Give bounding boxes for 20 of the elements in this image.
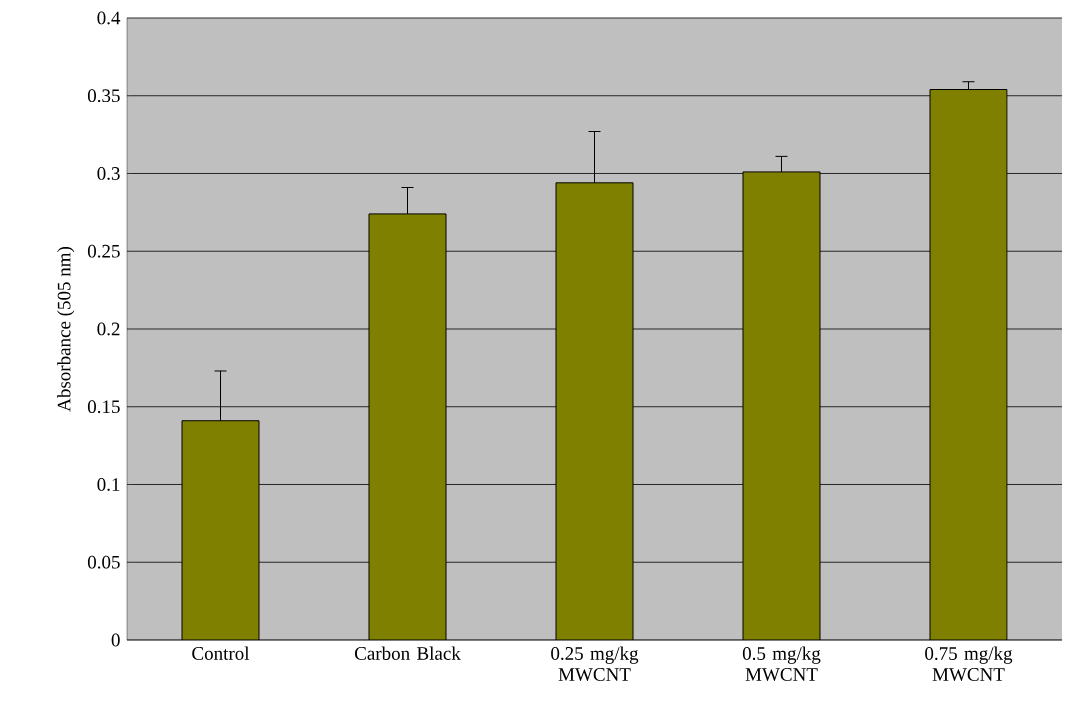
y-axis-title: Absorbance (505 nm) [57, 247, 75, 412]
y-tick-label: 0 [111, 633, 120, 647]
y-tick-label: 0.05 [87, 555, 120, 569]
y-tick-label: 0.2 [97, 322, 120, 336]
y-tick-label: 0.3 [97, 167, 120, 180]
bar [181, 420, 260, 640]
bar [929, 89, 1008, 640]
y-tick-label: 0.35 [87, 89, 120, 103]
x-tick-label: 0.25 mg/kg MWCNT [551, 646, 639, 681]
x-tick-label: 0.75 mg/kg MWCNT [925, 646, 1013, 681]
bar [368, 213, 447, 640]
y-tick-label: 0.1 [97, 478, 120, 491]
bar [555, 182, 634, 640]
x-tick-label: 0.5 mg/kg MWCNT [742, 646, 821, 681]
x-tick-label: Control [192, 646, 250, 660]
x-tick-label: Carbon Black [355, 646, 461, 660]
y-tick-label: 0.15 [87, 400, 120, 414]
y-tick-label: 0.25 [87, 244, 120, 258]
y-tick-label: 0.4 [97, 11, 121, 25]
bar [742, 171, 821, 640]
